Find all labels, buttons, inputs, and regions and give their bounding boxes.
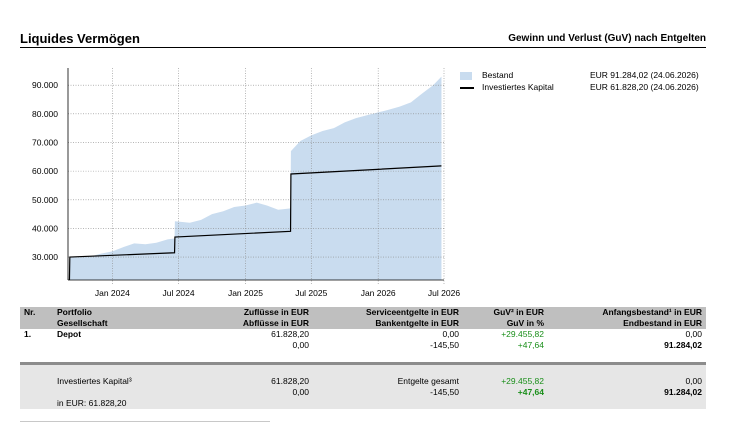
table-row[interactable]: 0,00 -145,50 +47,64 91.284,02 [20,340,706,351]
summary-guv-pct: +47,64 [463,387,548,398]
summary-zufluesse: 61.828,20 [183,376,313,387]
legend-label: Investiertes Kapital [482,82,554,92]
portfolio-table: Nr. Portfolio Zuflüsse in EUR Serviceent… [20,307,706,409]
summary-row: Investiertes Kapital³ 61.828,20 Entgelte… [20,376,706,387]
summary-abfluesse: 0,00 [183,387,313,398]
y-tick-label: 90.000 [32,80,58,90]
row-bankentgelte: -145,50 [313,340,463,351]
chart-legend: Bestand EUR 91.284,02 (24.06.2026) Inves… [460,70,708,94]
x-tick-label: Jul 2024 [162,288,194,298]
footnote-divider [20,421,270,422]
y-tick-label: 70.000 [32,137,58,147]
row-divider [20,351,706,365]
summary-anfangsbestand: 0,00 [548,376,706,387]
wealth-chart: 90.000 80.000 70.000 60.000 50.000 40.000 30.0… [32,68,460,298]
summary-sublabel: in EUR: 61.828,20 [53,398,183,409]
y-tick-label: 60.000 [32,166,58,176]
x-tick-label: Jan 2024 [95,288,130,298]
summary-entgelte: -145,50 [313,387,463,398]
legend-item-investiertes-kapital: Investiertes Kapital EUR 61.828,20 (24.0… [460,82,708,94]
y-tick-label: 80.000 [32,109,58,119]
table-header-row: Gesellschaft Abflüsse in EUR Bankentgelt… [20,318,706,329]
row-abfluesse: 0,00 [183,340,313,351]
col-header-bankentgelte: Bankentgelte in EUR [313,318,463,329]
chart-subtitle: Gewinn und Verlust (GuV) nach Entgelten [508,33,706,44]
col-header-portfolio: Portfolio [53,307,183,318]
legend-value: EUR 91.284,02 (24.06.2026) [590,70,699,80]
row-zufluesse: 61.828,20 [183,329,313,340]
chart-container: 90.000 80.000 70.000 60.000 50.000 40.000 30.0… [20,58,480,303]
summary-row: 0,00 -145,50 +47,64 91.284,02 [20,387,706,398]
table-header-row: Nr. Portfolio Zuflüsse in EUR Serviceent… [20,307,706,318]
x-tick-label: Jul 2026 [428,288,460,298]
x-tick-label: Jan 2026 [361,288,396,298]
col-header-abfluesse: Abflüsse in EUR [183,318,313,329]
legend-value: EUR 61.828,20 (24.06.2026) [590,82,699,92]
row-guv-eur: +29.455,82 [463,329,548,340]
summary-row: in EUR: 61.828,20 [20,398,706,409]
col-header-endbestand: Endbestand in EUR [548,318,706,329]
row-serviceentgelte: 0,00 [313,329,463,340]
page-title: Liquides Vermögen [20,31,140,46]
row-portfolio-link[interactable]: Depot [53,329,183,340]
summary-entgelte-label: Entgelte gesamt [313,376,463,387]
legend-item-bestand: Bestand EUR 91.284,02 (24.06.2026) [460,70,708,82]
col-header-guv-pct: GuV in % [463,318,548,329]
series-area-bestand [69,76,442,280]
legend-swatch-bestand [460,72,472,80]
col-header-serviceentgelte: Serviceentgelte in EUR [313,307,463,318]
legend-label: Bestand [482,70,514,80]
row-anfangsbestand: 0,00 [548,329,706,340]
summary-guv-eur: +29.455,82 [463,376,548,387]
section-header: Liquides Vermögen Gewinn und Verlust (Gu… [20,31,706,48]
series-line-investiertes-kapital [68,165,442,281]
summary-endbestand: 91.284,02 [548,387,706,398]
y-tick-label: 40.000 [32,223,58,233]
col-header-nr: Nr. [20,307,53,318]
x-tick-label: Jan 2025 [228,288,263,298]
col-header-zufluesse: Zuflüsse in EUR [183,307,313,318]
legend-swatch-kapital [460,87,474,89]
x-tick-label: Jul 2025 [295,288,327,298]
row-nr: 1. [20,329,53,340]
y-tick-label: 30.000 [32,252,58,262]
row-endbestand: 91.284,02 [548,340,706,351]
table-row[interactable]: 1. Depot 61.828,20 0,00 +29.455,82 0,00 [20,329,706,340]
col-header-guv-eur: GuV² in EUR [463,307,548,318]
row-guv-pct: +47,64 [463,340,548,351]
col-header-anfangsbestand: Anfangsbestand¹ in EUR [548,307,706,318]
y-tick-label: 50.000 [32,195,58,205]
col-header-gesellschaft: Gesellschaft [53,318,183,329]
summary-label: Investiertes Kapital³ [53,376,183,387]
